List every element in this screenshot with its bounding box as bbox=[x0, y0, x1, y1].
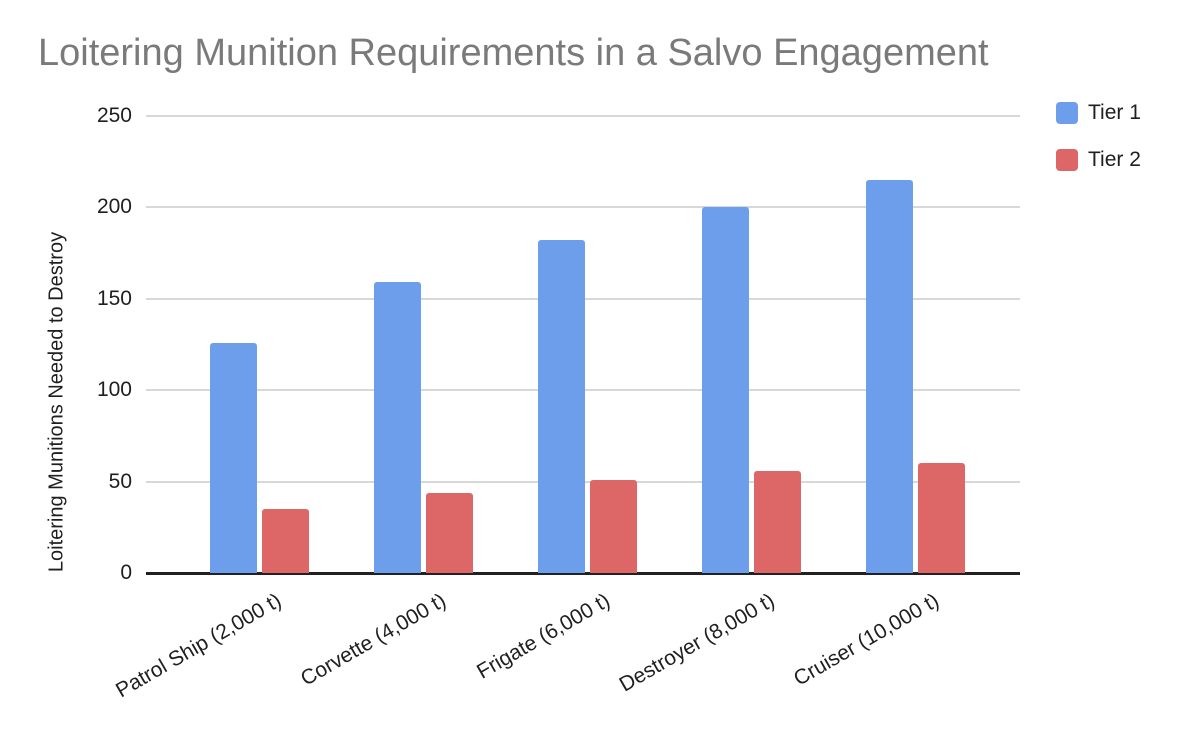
bar-group bbox=[341, 116, 505, 573]
bar-tier1 bbox=[373, 282, 421, 573]
bars bbox=[177, 116, 998, 573]
legend: Tier 1 Tier 2 bbox=[1056, 101, 1141, 195]
bar-tier1 bbox=[702, 207, 750, 573]
y-tick-label: 150 bbox=[96, 286, 132, 310]
bar-tier2 bbox=[261, 509, 309, 573]
bar-group bbox=[670, 116, 834, 573]
y-tick-label: 50 bbox=[108, 469, 132, 493]
bar-tier2 bbox=[590, 479, 637, 573]
x-category-label: Corvette (4,000 t) bbox=[296, 589, 450, 691]
bar-tier2 bbox=[754, 470, 802, 573]
bar-tier2 bbox=[918, 463, 966, 573]
bar-group bbox=[177, 116, 341, 573]
tier1-swatch-icon bbox=[1056, 102, 1078, 124]
bar-group bbox=[505, 116, 669, 573]
legend-label-tier2: Tier 2 bbox=[1088, 148, 1141, 171]
x-category-label: Frigate (6,000 t) bbox=[473, 589, 614, 684]
y-tick-label: 0 bbox=[120, 561, 132, 584]
y-tick-label: 200 bbox=[96, 195, 132, 219]
tier2-swatch-icon bbox=[1056, 149, 1078, 171]
bar-tier2 bbox=[425, 492, 473, 573]
legend-item-tier1: Tier 1 bbox=[1056, 101, 1141, 125]
legend-item-tier2: Tier 2 bbox=[1056, 148, 1141, 172]
y-tick-label: 100 bbox=[96, 378, 132, 402]
y-tick-label: 250 bbox=[96, 104, 132, 127]
gridline bbox=[146, 115, 1020, 117]
x-category-label: Patrol Ship (2,000 t) bbox=[112, 589, 286, 703]
bar-group bbox=[834, 116, 998, 573]
bar-tier1 bbox=[538, 240, 585, 573]
x-category-label: Cruiser (10,000 t) bbox=[789, 589, 943, 691]
y-axis-title: Loitering Munitions Needed to Destroy bbox=[45, 231, 68, 573]
chart-title: Loitering Munition Requirements in a Sal… bbox=[38, 32, 989, 74]
gridline bbox=[146, 206, 1020, 209]
bar-tier1 bbox=[209, 342, 257, 573]
x-labels: Patrol Ship (2,000 t) Corvette (4,000 t) F… bbox=[112, 573, 1020, 733]
x-axis-line bbox=[146, 572, 1020, 575]
x-category-label: Destroyer (8,000 t) bbox=[615, 589, 779, 697]
legend-label-tier1: Tier 1 bbox=[1088, 101, 1141, 124]
bar-tier1 bbox=[866, 179, 914, 573]
plot-area: 0 50 100 150 200 250 Patrol Ship (2,000 t) Cor… bbox=[97, 104, 1020, 702]
